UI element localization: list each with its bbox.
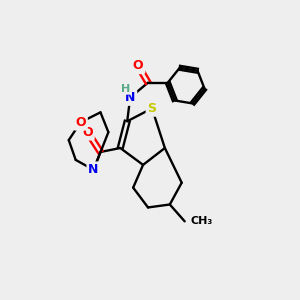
Text: S: S — [148, 102, 157, 115]
Text: CH₃: CH₃ — [190, 216, 213, 226]
Text: O: O — [75, 116, 86, 129]
Text: O: O — [133, 59, 143, 72]
Text: N: N — [125, 91, 135, 104]
Text: O: O — [82, 126, 93, 139]
Text: H: H — [121, 84, 130, 94]
Text: N: N — [88, 163, 99, 176]
